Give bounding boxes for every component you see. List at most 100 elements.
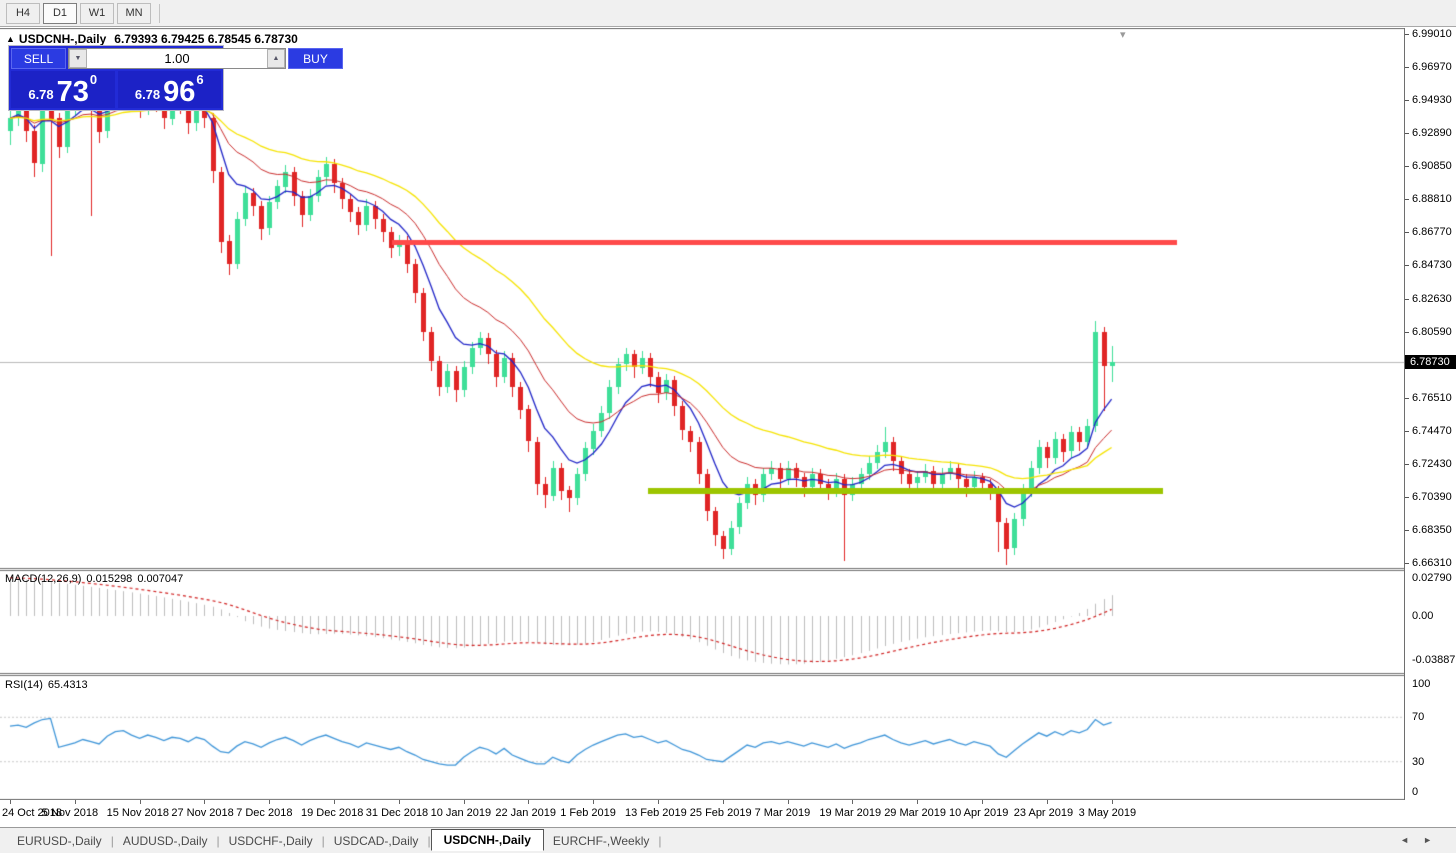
current-price-tag: 6.78730 <box>1405 355 1456 370</box>
time-axis-tick <box>982 800 983 804</box>
tab-separator: | <box>658 833 662 848</box>
time-axis[interactable]: 24 Oct 2018 5 Nov 2018 15 Nov 2018 27 Nov 2… <box>0 800 1456 827</box>
rsi-axis-label: 70 <box>1412 711 1425 724</box>
price-axis-tick <box>1405 397 1409 399</box>
time-axis-label: 27 Nov 2018 <box>171 807 234 819</box>
chart-quote-values: 6.79393 6.79425 6.78545 6.78730 <box>114 32 298 46</box>
time-axis-label: 7 Dec 2018 <box>236 807 293 819</box>
time-axis-label: 23 Apr 2019 <box>1013 807 1074 819</box>
price-axis-tick <box>1405 430 1409 432</box>
macd-name: MACD(12,26,9) <box>5 573 82 585</box>
timeframe-button-mn[interactable]: MN <box>117 2 151 24</box>
price-axis-label: 6.80590 <box>1412 325 1452 338</box>
price-axis-label: 6.68350 <box>1412 523 1452 536</box>
sell-price-big: 73 <box>56 76 89 108</box>
sell-price-display[interactable]: 6.78 73 0 <box>11 71 115 108</box>
symbol-tab-audusddaily[interactable]: AUDUSD-,Daily <box>122 833 208 848</box>
timeframe-toolbar: H4 D1 W1 MN <box>0 0 1456 27</box>
time-axis-tick <box>463 800 465 804</box>
buy-button[interactable]: BUY <box>288 48 343 69</box>
price-axis-tick <box>1405 67 1409 68</box>
time-axis-tick <box>528 800 530 804</box>
rsi-axis-label: 100 <box>1412 678 1431 690</box>
tab-separator: | <box>427 833 431 848</box>
time-axis-tick <box>852 800 854 804</box>
price-axis-label: 6.90850 <box>1412 160 1452 172</box>
price-axis-tick <box>1405 34 1409 35</box>
chart-tab-bar: EURUSD-,Daily | AUDUSD-,Daily | USDCHF-,Dail… <box>0 827 1456 853</box>
timeframe-button-h4[interactable]: H4 <box>6 2 40 24</box>
price-axis-label: 6.86770 <box>1412 226 1452 238</box>
panel-collapse-icon[interactable]: ▲ <box>6 34 15 44</box>
price-axis-tick <box>1405 100 1409 101</box>
time-axis-tick <box>593 800 595 804</box>
price-axis-label: 6.96970 <box>1412 61 1452 73</box>
price-axis-label: 6.72430 <box>1412 457 1452 470</box>
time-axis-label: 19 Dec 2018 <box>301 807 364 819</box>
price-axis-label: 6.70390 <box>1412 490 1452 503</box>
price-axis-tick <box>1405 166 1409 167</box>
chart-symbol-label: USDCNH-,Daily <box>18 32 107 46</box>
buy-price-sup: 6 <box>196 72 204 87</box>
time-axis-label: 25 Feb 2019 <box>689 807 752 819</box>
time-axis-tick <box>398 800 400 804</box>
time-axis-tick <box>722 800 724 804</box>
tab-separator: | <box>321 833 325 848</box>
time-axis-tick <box>139 800 141 804</box>
one-click-trading-panel: SELL ▼ ▲ BUY 6.78 73 0 6.78 96 6 <box>8 45 343 111</box>
price-axis-tick <box>1405 133 1409 134</box>
macd-value-signal: 0.007047 <box>137 573 184 585</box>
time-axis-tick <box>74 800 76 804</box>
volume-increase-button[interactable]: ▲ <box>267 49 285 68</box>
time-axis-label: 31 Dec 2018 <box>365 807 429 819</box>
price-axis-label: 6.99010 <box>1412 28 1452 40</box>
tab-scroll-left-icon[interactable]: ◄ <box>1400 835 1424 845</box>
time-axis-label: 10 Jan 2019 <box>430 807 492 819</box>
price-axis[interactable]: 6.78730 6.99010 6.96970 6.94930 6.92890 6.90… <box>1404 28 1456 800</box>
tab-separator: | <box>110 833 114 848</box>
price-axis-label: 6.74470 <box>1412 424 1452 437</box>
time-axis-tick <box>334 800 335 804</box>
rsi-indicator-label: RSI(14) 65.4313 <box>5 679 93 691</box>
symbol-tab-usdchfdaily[interactable]: USDCHF-,Daily <box>228 833 313 848</box>
time-axis-label: 5 Nov 2018 <box>41 807 99 819</box>
symbol-tab-eurchfweekly[interactable]: EURCHF-,Weekly <box>552 833 650 848</box>
price-axis-label: 6.94930 <box>1412 94 1452 106</box>
sell-button[interactable]: SELL <box>11 48 66 69</box>
auto-scroll-icon[interactable]: ▾ <box>1120 29 1126 41</box>
price-axis-tick <box>1405 331 1409 333</box>
tab-scroll-right-icon[interactable]: ► <box>1423 835 1446 845</box>
price-axis-label: 6.76510 <box>1412 391 1452 404</box>
time-axis-tick <box>1046 800 1048 804</box>
volume-decrease-button[interactable]: ▼ <box>69 49 87 68</box>
symbol-tab-eurusddaily[interactable]: EURUSD-,Daily <box>17 833 102 848</box>
price-axis-tick <box>1405 463 1409 465</box>
chart-canvas[interactable] <box>0 28 1404 800</box>
buy-price-display[interactable]: 6.78 96 6 <box>117 71 221 108</box>
price-axis-label: 6.92890 <box>1412 127 1452 139</box>
volume-stepper: ▼ ▲ <box>68 48 286 69</box>
symbol-tab-usdcaddaily[interactable]: USDCAD-,Daily <box>333 833 419 848</box>
rsi-value: 65.4313 <box>47 679 88 691</box>
rsi-axis-label: 0 <box>1412 786 1419 798</box>
volume-input[interactable] <box>87 49 267 68</box>
macd-axis-label: 0.02790 <box>1412 571 1452 584</box>
price-axis-label: 6.84730 <box>1412 259 1452 271</box>
time-axis-label: 7 Mar 2019 <box>754 807 811 819</box>
time-axis-tick <box>787 800 789 804</box>
time-axis-label: 29 Mar 2019 <box>884 807 946 819</box>
timeframe-button-w1[interactable]: W1 <box>80 2 114 24</box>
time-axis-label: 3 May 2019 <box>1078 807 1137 819</box>
price-axis-tick <box>1405 298 1409 300</box>
time-axis-label: 1 Feb 2019 <box>560 807 616 819</box>
sell-price-small: 6.78 <box>28 87 54 102</box>
tab-separator: | <box>216 833 220 848</box>
toolbar-separator <box>159 3 160 23</box>
symbol-tab-usdcnhdaily[interactable]: USDCNH-,Daily <box>430 828 544 851</box>
price-axis-tick <box>1405 563 1409 564</box>
time-axis-tick <box>1111 800 1113 804</box>
time-axis-tick <box>10 800 11 804</box>
macd-indicator-label: MACD(12,26,9) 0.015298 0.007047 <box>5 573 188 585</box>
time-axis-label: 22 Jan 2019 <box>495 807 556 819</box>
timeframe-button-d1[interactable]: D1 <box>43 2 77 24</box>
